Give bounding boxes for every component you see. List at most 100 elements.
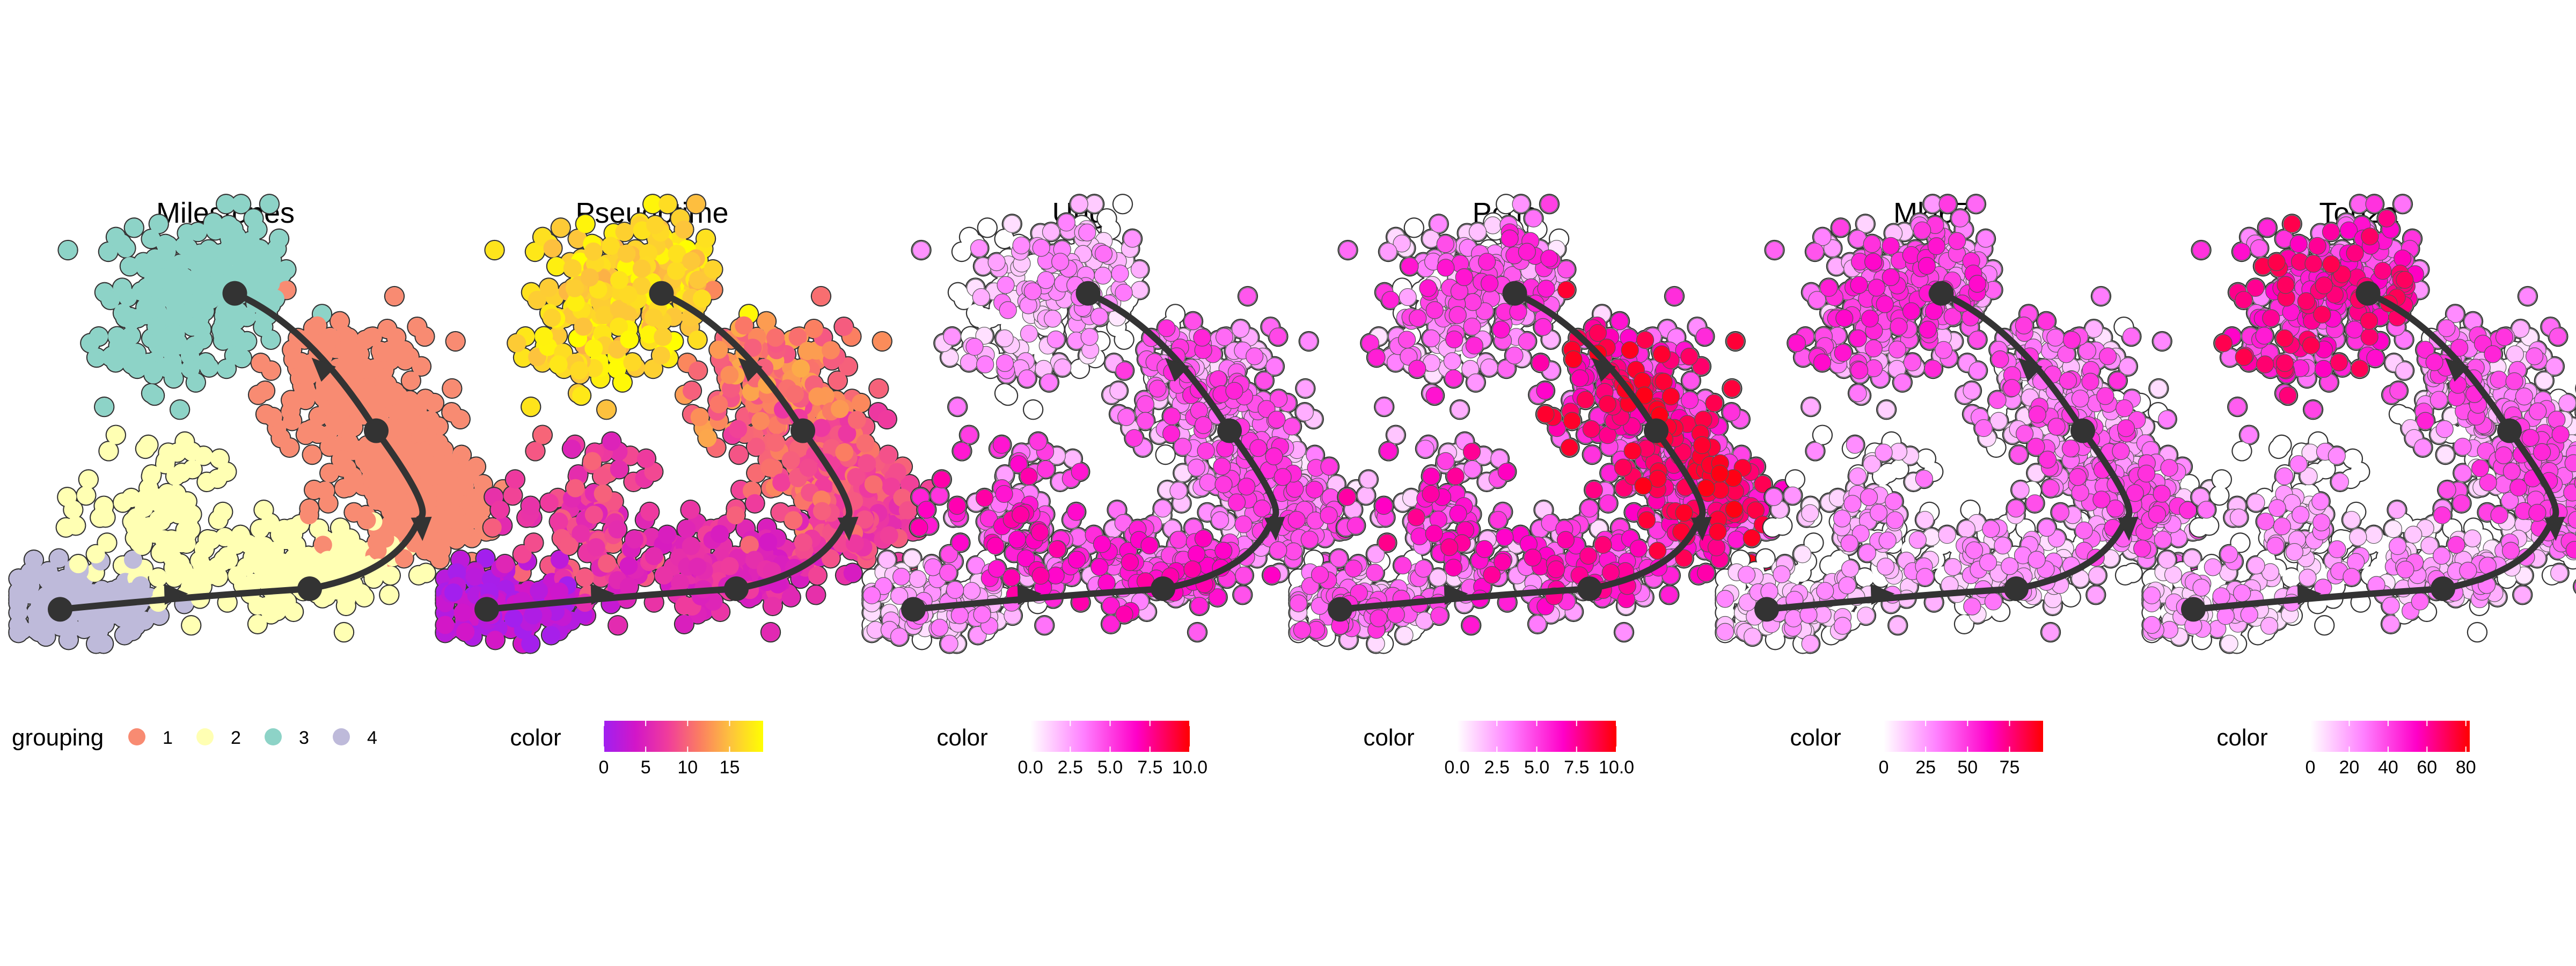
cell-point <box>98 533 116 552</box>
cell-point <box>302 420 321 438</box>
cell-point <box>382 387 400 406</box>
cell-point <box>210 449 229 468</box>
cell-point <box>339 328 358 347</box>
cell-point <box>171 554 189 573</box>
milestone-node <box>297 576 322 601</box>
cell-point <box>453 526 472 545</box>
cell-point <box>443 379 462 398</box>
cell-point <box>182 616 201 635</box>
cell-point <box>451 410 470 429</box>
cell-point <box>149 568 167 587</box>
cell-point <box>136 440 155 458</box>
cell-point <box>262 270 281 289</box>
cell-point <box>94 496 113 515</box>
legend-key <box>265 728 282 745</box>
cell-point <box>308 316 327 335</box>
cell-point <box>149 215 168 233</box>
milestone-node <box>364 418 389 443</box>
cell-point <box>416 564 435 582</box>
cell-point <box>217 308 236 327</box>
legend-title: grouping <box>12 724 104 751</box>
cell-point <box>359 385 378 404</box>
cell-point <box>123 512 142 531</box>
cell-point <box>248 614 267 633</box>
cell-point <box>319 494 338 513</box>
cell-point <box>115 626 134 645</box>
cell-point <box>261 330 280 349</box>
legend-label: 3 <box>299 728 309 748</box>
cell-point <box>357 511 376 530</box>
cell-point <box>261 558 280 576</box>
cell-point <box>283 340 302 359</box>
cell-point <box>160 538 179 557</box>
cell-point <box>225 346 244 365</box>
cell-point <box>395 341 414 360</box>
cell-point <box>143 361 162 380</box>
cell-point <box>214 502 232 521</box>
cell-point <box>81 334 100 353</box>
cell-point <box>113 279 131 297</box>
cell-point <box>270 229 289 248</box>
cell-point <box>166 467 185 486</box>
cell-point <box>167 484 186 503</box>
cell-point <box>336 596 355 615</box>
cell-point <box>425 393 443 412</box>
cell-point <box>386 502 405 521</box>
cell-point <box>277 260 296 279</box>
cell-point <box>284 524 303 543</box>
cell-point <box>294 557 312 575</box>
cell-point <box>367 533 386 552</box>
legend-key <box>333 728 350 745</box>
cell-point <box>158 339 177 358</box>
cell-point <box>116 239 135 258</box>
legend-label: 1 <box>163 728 173 748</box>
milestone-node <box>48 597 72 622</box>
cell-point <box>228 566 247 585</box>
cell-point <box>184 270 202 289</box>
cell-point <box>365 359 384 378</box>
cell-point <box>331 312 349 331</box>
cell-point <box>231 525 250 544</box>
cell-point <box>248 596 267 615</box>
cell-point <box>380 586 399 604</box>
cell-point <box>240 261 259 280</box>
cell-point <box>64 500 83 519</box>
cell-point <box>191 244 209 263</box>
cell-point <box>264 408 282 427</box>
cell-point <box>69 555 87 574</box>
legend-key <box>128 728 145 745</box>
cell-point <box>437 475 456 494</box>
cell-point <box>255 382 274 400</box>
cell-point <box>113 493 132 512</box>
cell-point <box>408 318 427 336</box>
cell-point <box>232 195 251 214</box>
cell-point <box>116 309 135 327</box>
cell-point <box>255 252 274 270</box>
cell-point <box>334 458 353 477</box>
cell-point <box>27 603 46 622</box>
cell-point <box>108 327 127 346</box>
cell-point <box>198 530 217 549</box>
cell-point <box>446 332 465 351</box>
cell-point <box>303 445 321 464</box>
cell-point <box>30 623 48 641</box>
cell-point <box>120 257 139 276</box>
cell-point <box>260 195 279 214</box>
cell-point <box>227 327 246 346</box>
legend-key <box>196 728 214 745</box>
milestone-node <box>222 281 247 306</box>
cell-point <box>103 581 122 600</box>
cell-point <box>122 355 141 374</box>
cell-point <box>9 616 28 634</box>
cell-point <box>77 486 96 505</box>
cell-point <box>272 429 290 448</box>
cell-point <box>78 609 97 628</box>
cell-point <box>17 583 36 602</box>
cell-point <box>429 434 448 452</box>
cell-point <box>452 445 471 464</box>
cell-point <box>262 361 281 380</box>
cell-point <box>193 557 211 575</box>
cell-point <box>181 520 200 539</box>
cell-point <box>56 518 75 537</box>
